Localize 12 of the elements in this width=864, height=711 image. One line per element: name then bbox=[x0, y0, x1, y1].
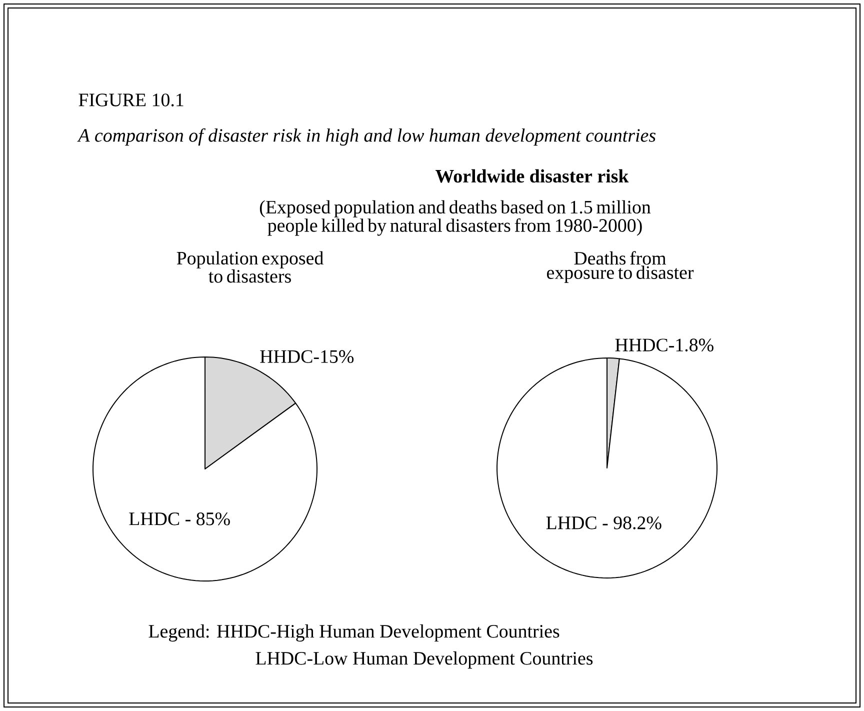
slice-label: LHDC - 98.2% bbox=[546, 516, 662, 530]
slice-label: HHDC-15% bbox=[260, 350, 354, 364]
slice-label: HHDC-1.8% bbox=[615, 338, 714, 352]
text: Worldwide disaster risk bbox=[436, 169, 629, 183]
text: FIGURE 10.1 bbox=[78, 94, 184, 106]
text: (Exposed population and deaths based on 1.5 million people killed by natural disasters from 1980-2000) bbox=[260, 200, 651, 236]
chart-title: Deaths from exposure to disaster bbox=[546, 251, 694, 283]
text: A comparison of disaster risk in high and low human development countries bbox=[77, 128, 656, 146]
slice-label: LHDC - 85% bbox=[129, 512, 230, 526]
text: Legend: HHDC-High Human Development Countries bbox=[148, 624, 560, 642]
chart-title: Population exposed to disasters bbox=[176, 251, 324, 283]
text: LHDC-Low Human Development Countries bbox=[256, 651, 593, 669]
